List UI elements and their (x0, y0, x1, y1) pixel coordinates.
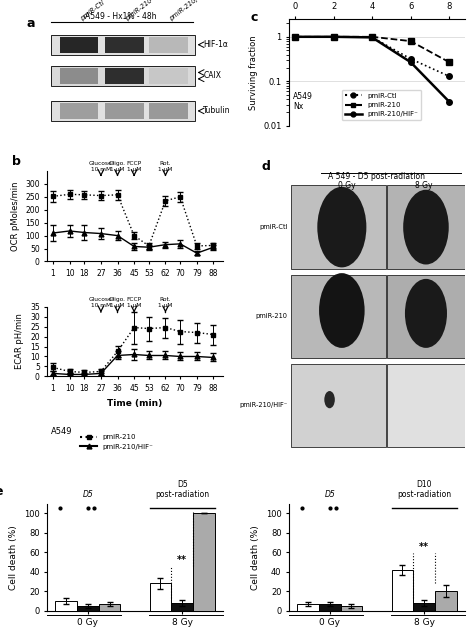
Text: d: d (261, 160, 270, 172)
Bar (105, 67, 144, 84)
Bar (60, 37, 98, 53)
Bar (392, 570, 413, 611)
Text: 0 Gy: 0 Gy (338, 181, 356, 190)
Bar (291, 364, 386, 447)
Text: **: ** (177, 555, 187, 565)
Bar (387, 186, 465, 269)
Circle shape (324, 391, 335, 408)
Circle shape (405, 279, 447, 348)
Bar (387, 364, 465, 447)
Bar (51, 101, 195, 121)
Bar (435, 591, 456, 611)
Text: c: c (251, 11, 258, 24)
Y-axis label: ECAR pH/min: ECAR pH/min (16, 314, 25, 370)
Text: Glucose
10 mM: Glucose 10 mM (89, 161, 113, 172)
Text: D5: D5 (82, 490, 93, 499)
Text: pmiR-Ctl: pmiR-Ctl (259, 224, 288, 230)
Text: A549 - Hx1% - 48h: A549 - Hx1% - 48h (85, 11, 157, 21)
Bar (51, 66, 195, 86)
Text: e: e (0, 485, 3, 497)
Text: FCCP
1 μM: FCCP 1 μM (127, 161, 142, 172)
Text: A549
Nx: A549 Nx (293, 92, 313, 111)
Text: Rot.
1 μM: Rot. 1 μM (158, 298, 173, 308)
Circle shape (319, 273, 365, 348)
Text: Tubulin: Tubulin (203, 106, 231, 115)
Text: pmiR-210: pmiR-210 (125, 0, 154, 22)
Bar (387, 275, 465, 358)
Text: pmiR-210: pmiR-210 (255, 314, 288, 319)
Bar (55, 601, 77, 611)
Text: b: b (12, 155, 21, 168)
Text: 8 Gy: 8 Gy (415, 181, 433, 190)
Bar (413, 603, 435, 611)
Text: HIF-1α: HIF-1α (203, 40, 228, 49)
Bar (193, 513, 215, 611)
Legend: pmiR-Ctl, pmiR-210, pmiR-210/HIF⁻: pmiR-Ctl, pmiR-210, pmiR-210/HIF⁻ (342, 90, 421, 120)
Text: pmiR-210/HIF⁻: pmiR-210/HIF⁻ (168, 0, 210, 22)
Bar (99, 604, 120, 611)
Text: Oligo.
1 μM: Oligo. 1 μM (109, 161, 126, 172)
Bar (51, 35, 195, 55)
Bar (319, 604, 341, 611)
Circle shape (317, 187, 366, 267)
Bar (77, 605, 99, 611)
Text: Oligo.
1 μM: Oligo. 1 μM (109, 298, 126, 308)
Y-axis label: Cell death (%): Cell death (%) (9, 525, 18, 590)
Y-axis label: Surviving fraction: Surviving fraction (249, 35, 258, 110)
Bar (105, 37, 144, 53)
Text: A 549 - D5 post-radiation: A 549 - D5 post-radiation (328, 172, 425, 181)
Text: pmiR-210/HIF⁻: pmiR-210/HIF⁻ (239, 403, 288, 408)
Text: a: a (27, 17, 35, 30)
Text: Glucose
10 mM: Glucose 10 mM (89, 298, 113, 308)
Legend: pmiR-210, pmiR-210/HIF⁻: pmiR-210, pmiR-210/HIF⁻ (77, 431, 156, 452)
Circle shape (403, 190, 449, 265)
Bar (291, 275, 386, 358)
Text: **: ** (419, 543, 429, 552)
Bar (171, 603, 193, 611)
Text: A549: A549 (51, 427, 73, 436)
Y-axis label: OCR pMoles/min: OCR pMoles/min (10, 181, 19, 251)
Text: D5: D5 (324, 490, 335, 499)
Bar (149, 103, 188, 119)
Bar (297, 604, 319, 611)
Y-axis label: Cell death (%): Cell death (%) (251, 525, 260, 590)
Bar (149, 37, 188, 53)
Bar (341, 605, 362, 611)
Bar (149, 67, 188, 84)
Text: FCCP
1 μM: FCCP 1 μM (127, 298, 142, 308)
X-axis label: Time (min): Time (min) (108, 399, 163, 408)
Bar (105, 103, 144, 119)
Text: pmiR-Ctl: pmiR-Ctl (79, 0, 105, 22)
Bar (150, 583, 171, 611)
Bar (51, 66, 195, 86)
Text: D5
post-radiation: D5 post-radiation (155, 480, 209, 499)
Bar (60, 67, 98, 84)
Bar (51, 101, 195, 121)
Bar (60, 103, 98, 119)
Text: D10
post-radiation: D10 post-radiation (397, 480, 451, 499)
Text: Rot.
1 μM: Rot. 1 μM (158, 161, 173, 172)
Text: CAIX: CAIX (203, 71, 221, 80)
Bar (51, 35, 195, 55)
Bar (291, 186, 386, 269)
